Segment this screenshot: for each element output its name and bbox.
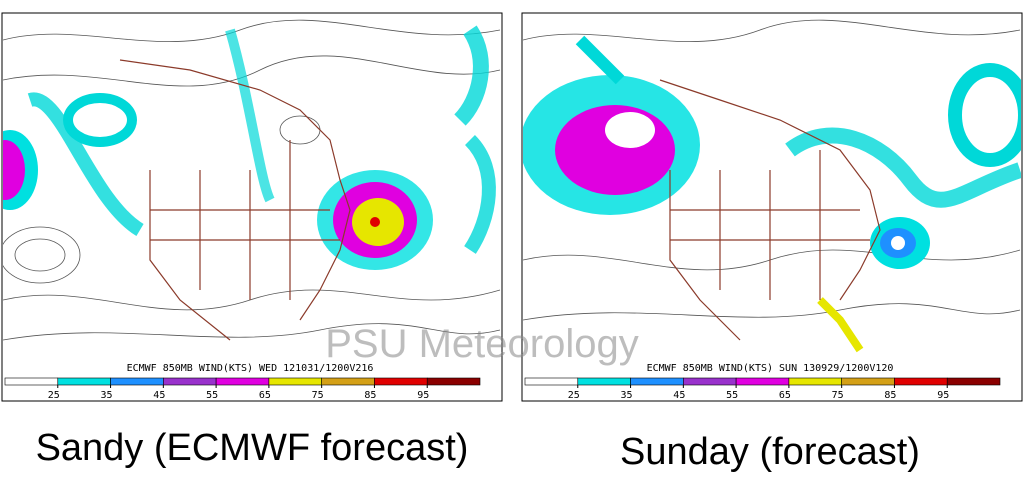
colorbar-segment xyxy=(788,377,842,386)
colorbar-label: 35 xyxy=(621,390,633,401)
colorbar-segment xyxy=(321,377,375,386)
colorbar-segment xyxy=(215,377,270,386)
colorbar-segment xyxy=(894,377,948,386)
colorbar: 25 35 45 55 65 75 85 95 xyxy=(524,377,1001,401)
colorbar-segment xyxy=(268,377,322,386)
colorbar-segment xyxy=(374,377,428,386)
watermark: PSU Meteorology xyxy=(325,322,638,366)
colorbar-segment xyxy=(110,377,164,386)
map-panel: ECMWF 850MB WIND(KTS) WED 121031/1200V21… xyxy=(1,12,503,402)
caption: Sandy (ECMWF forecast) xyxy=(36,427,469,469)
map-header: ECMWF 850MB WIND(KTS) SUN 130929/1200V12… xyxy=(647,363,894,374)
colorbar-label: 25 xyxy=(48,390,60,401)
colorbar-segment xyxy=(630,377,684,386)
colorbar: 25 35 45 55 65 75 85 95 xyxy=(4,377,481,401)
colorbar-label: 85 xyxy=(884,390,896,401)
colorbar-label: 75 xyxy=(312,390,324,401)
colorbar-segment xyxy=(426,377,481,386)
colorbar-label: 85 xyxy=(364,390,376,401)
map-panel: ECMWF 850MB WIND(KTS) SUN 130929/1200V12… xyxy=(521,12,1023,402)
colorbar-label: 25 xyxy=(568,390,580,401)
colorbar-label: 35 xyxy=(101,390,113,401)
colorbar-label: 45 xyxy=(673,390,685,401)
colorbar-segment xyxy=(4,377,59,386)
colorbar-label: 45 xyxy=(153,390,165,401)
colorbar-label: 65 xyxy=(259,390,271,401)
map-image xyxy=(3,19,501,341)
colorbar-label: 55 xyxy=(726,390,738,401)
colorbar-segment xyxy=(577,377,631,386)
colorbar-segment xyxy=(683,377,737,386)
colorbar-label: 55 xyxy=(206,390,218,401)
colorbar-label: 75 xyxy=(832,390,844,401)
map-header: ECMWF 850MB WIND(KTS) WED 121031/1200V21… xyxy=(127,363,374,374)
colorbar-label: 95 xyxy=(417,390,429,401)
colorbar-segment xyxy=(57,377,111,386)
map-image xyxy=(523,19,1021,353)
colorbar-segment xyxy=(841,377,895,386)
colorbar-segment xyxy=(735,377,790,386)
colorbar-segment xyxy=(946,377,1001,386)
caption: Sunday (forecast) xyxy=(620,431,920,473)
colorbar-segment xyxy=(524,377,579,386)
colorbar-segment xyxy=(163,377,217,386)
colorbar-label: 95 xyxy=(937,390,949,401)
colorbar-label: 65 xyxy=(779,390,791,401)
